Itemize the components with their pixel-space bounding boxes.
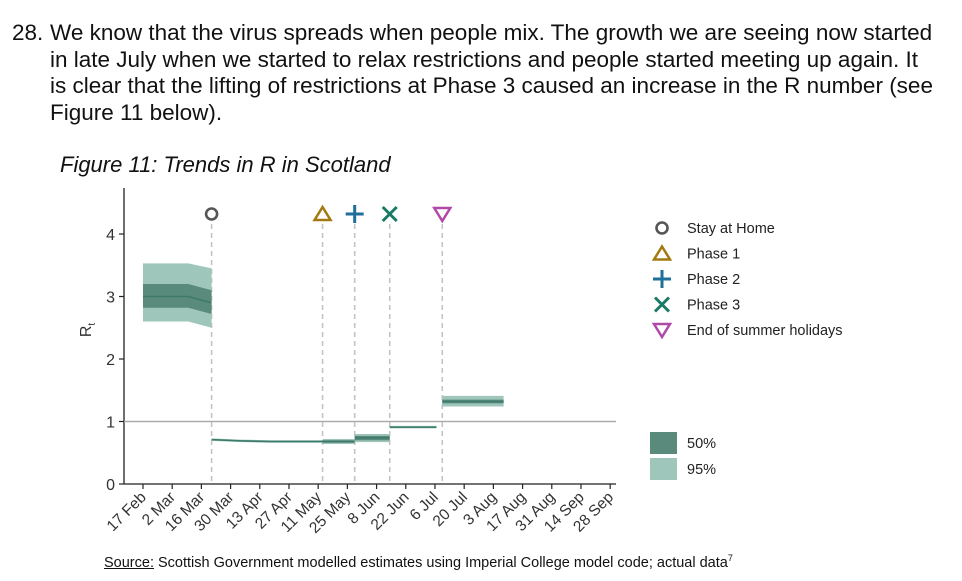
legend-marker: [653, 296, 671, 313]
y-axis-label: Rt: [78, 323, 98, 338]
median-line: [142, 295, 212, 304]
legend-marker: [653, 270, 671, 288]
source-text: Scottish Government modelled estimates u…: [153, 554, 728, 571]
legend-marker: [655, 221, 669, 235]
y-tick-label: 2: [106, 352, 115, 369]
figure-title: Figure 11: Trends in R in Scotland: [60, 152, 391, 177]
median-line: [211, 438, 323, 443]
legend-marker: [651, 322, 673, 340]
legend-label: End of summer holidays: [687, 323, 843, 339]
legend-label: Phase 3: [687, 298, 740, 314]
event-marker: [312, 204, 333, 222]
y-tick-label: 3: [106, 290, 115, 307]
y-axis-label-subscript: t: [87, 323, 98, 326]
legend-band-label: 50%: [687, 436, 716, 452]
legend-marker: [651, 244, 673, 261]
event-marker: [204, 207, 219, 221]
source-footnote: 7: [727, 553, 733, 563]
band-50: [142, 284, 212, 314]
legend-label: Phase 1: [687, 247, 740, 263]
legend-label: Stay at Home: [687, 221, 775, 237]
event-marker: [381, 205, 398, 223]
event-marker: [345, 205, 364, 223]
y-tick-label: 4: [106, 227, 115, 244]
legend-swatch: [650, 432, 677, 454]
source-label: Source:: [104, 554, 154, 571]
y-tick-label: 1: [106, 415, 115, 432]
y-tick-label: 0: [106, 477, 115, 494]
legend-swatch: [650, 458, 677, 480]
paragraph-text: We know that the virus spreads when peop…: [50, 20, 933, 125]
legend-band-label: 95%: [687, 462, 716, 478]
paragraph-number: 28.: [12, 20, 44, 45]
event-marker: [432, 206, 453, 224]
legend-label: Phase 2: [687, 272, 740, 288]
source-note: Source: Scottish Government modelled est…: [104, 553, 733, 571]
